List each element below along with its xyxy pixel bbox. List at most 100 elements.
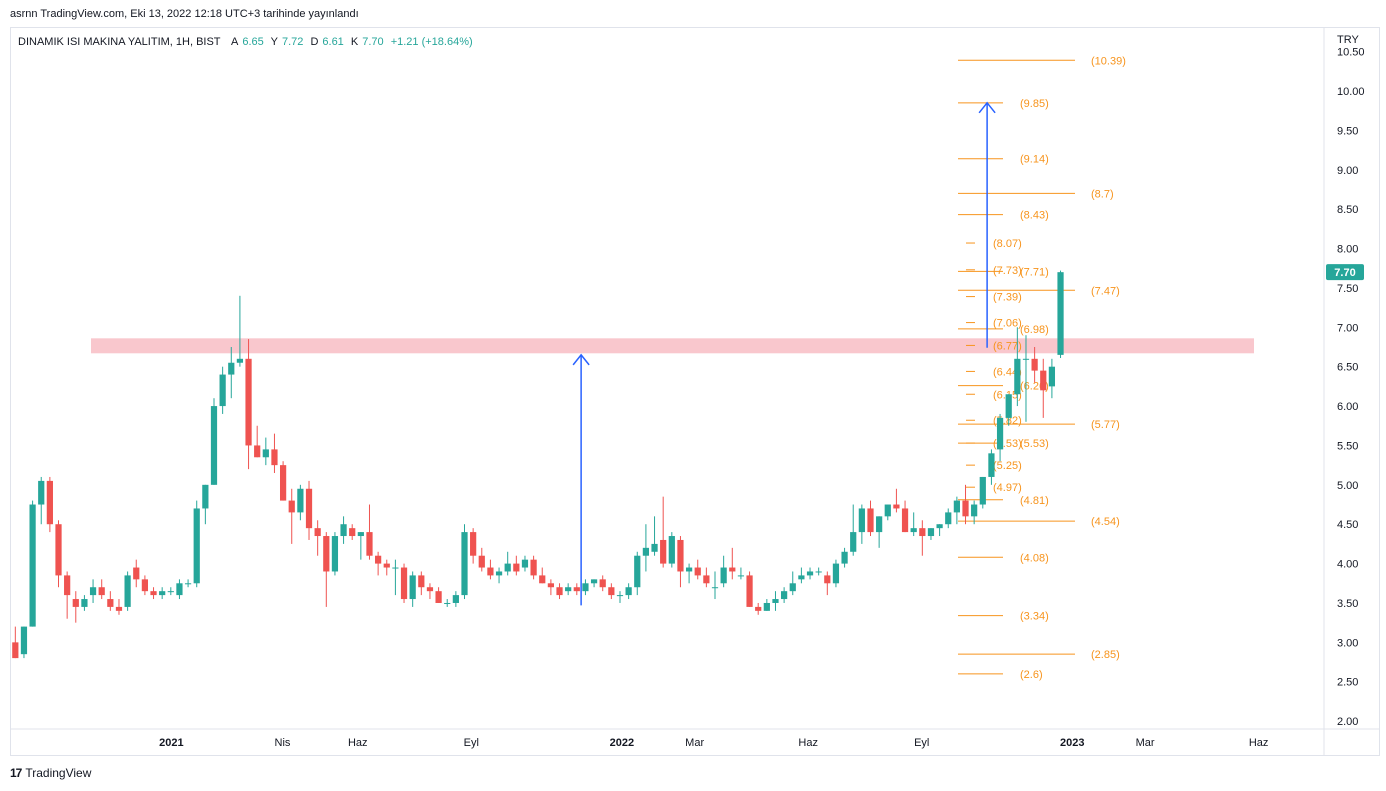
candle-body [1005,394,1012,418]
y-tick-label: 4.00 [1337,559,1358,571]
x-tick-label: 2021 [159,737,183,749]
candle-body [279,465,287,501]
y-tick-label: 3.50 [1337,598,1358,610]
candle-body [305,488,313,529]
candle-body [167,591,174,593]
candle-body [435,591,442,603]
candle-body [323,536,330,572]
open-label: A [230,36,239,48]
currency-label[interactable]: TRY [1337,34,1359,46]
candle-body [971,504,978,517]
candle-body [314,528,321,537]
candle-body [530,559,537,576]
candle-body [763,602,770,611]
y-tick-label: 6.00 [1337,401,1358,413]
candle-body [841,551,848,564]
candle-body [461,532,468,596]
candle-body [55,524,62,576]
candle-body [953,500,960,513]
candle-body [245,358,252,446]
y-tick-label: 7.00 [1337,322,1358,334]
candle-body [426,587,434,592]
high-value: 7.72 [281,36,304,48]
candle-body [608,587,615,596]
candle-body [677,539,684,572]
candle-body [824,575,831,584]
candle-body [124,575,131,607]
ohlc-legend: DINAMIK ISI MAKINA YALITIM, 1H, BIST A 6.… [18,36,477,48]
candle-body [521,559,529,568]
candle-body [193,508,200,584]
close-label: K [350,36,359,48]
fib-level-label: (4.54) [1091,516,1120,528]
candle-body [806,571,814,576]
open-value: 6.65 [242,36,264,48]
candle-body [107,599,114,607]
candle-body [12,642,19,659]
fib-level-label: (4.81) [1020,495,1049,507]
last-price-label: 7.70 [1334,267,1355,279]
candle-body [539,575,546,584]
fib-level-label: (7.47) [1091,285,1120,297]
candle-body [504,563,511,572]
fib-level-label: (9.85) [1020,98,1049,110]
candle-body [893,504,900,509]
candle-body [452,595,459,603]
candle-body [876,516,883,533]
candle-body [1057,272,1064,355]
candle-body [495,571,503,576]
fib-level-label: (5.77) [1091,419,1120,431]
y-tick-label: 7.50 [1337,283,1358,295]
candle-body [755,606,762,611]
fib-level-label: (7.39) [993,292,1022,304]
fib-level-label: (4.08) [1020,552,1049,564]
candle-body [349,528,356,537]
candle-body [64,575,71,596]
x-tick-label: Mar [1136,737,1155,749]
candle-body [850,532,857,552]
fib-level-label: (9.14) [1020,154,1049,166]
y-tick-label: 5.00 [1337,480,1358,492]
candle-body [772,599,779,603]
candle-body [936,524,943,529]
fib-level-label: (4.97) [993,482,1022,494]
candle-body [1048,366,1056,387]
candle-body [184,583,192,585]
x-tick-label: Eyl [914,737,929,749]
candle-body [694,567,701,576]
fib-level-label: (10.39) [1091,55,1126,67]
candle-body [133,567,140,580]
candle-body [703,575,710,584]
y-tick-label: 10.00 [1337,86,1365,98]
candle-body [141,579,149,592]
symbol-name[interactable]: DINAMIK ISI MAKINA YALITIM, 1H, BIST [18,36,221,48]
candle-body [781,591,788,600]
candle-body [651,543,658,552]
fib-level-label: (8.7) [1091,188,1114,200]
x-tick-label: Haz [348,737,368,749]
candle-body [988,453,995,477]
x-tick-label: Eyl [464,737,479,749]
candle-body [513,563,520,572]
candle-body [340,524,347,537]
candle-body [1031,358,1038,371]
projection-arrow-head-icon [978,101,996,114]
projection-arrow-head-icon [572,353,590,366]
candle-body [487,567,494,576]
candle-body [210,406,218,485]
fib-level-label: (2.6) [1020,669,1043,681]
candle-body [444,602,451,604]
candle-body [418,575,425,588]
chart-frame [10,27,1380,756]
candle-body [288,500,295,513]
change-value: +1.21 (+18.64%) [390,36,473,48]
candle-body [219,374,226,407]
candle-body [573,587,580,592]
fib-level-label: (5.53) [1020,438,1049,450]
candle-body [565,587,572,592]
y-tick-label: 3.00 [1337,637,1358,649]
y-tick-label: 8.50 [1337,204,1358,216]
candle-body [375,555,382,564]
candle-body [366,532,373,556]
